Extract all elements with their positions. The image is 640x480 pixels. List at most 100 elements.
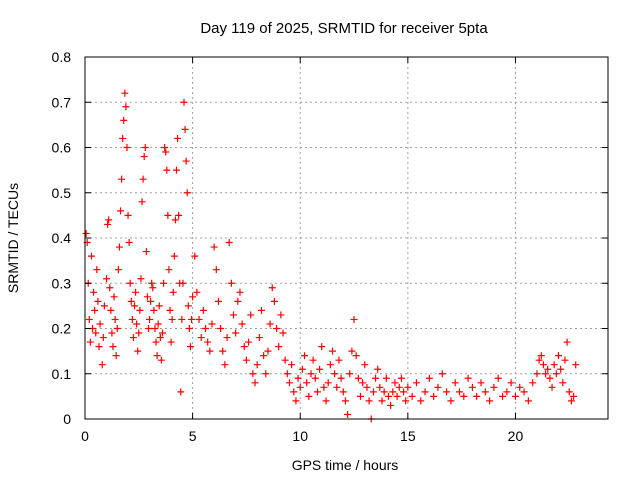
data-point	[164, 211, 172, 219]
data-point	[154, 320, 162, 328]
data-point	[563, 338, 571, 346]
data-point	[341, 397, 349, 405]
data-point	[195, 315, 203, 323]
data-point	[163, 166, 171, 174]
data-point	[494, 374, 502, 382]
data-point	[363, 383, 371, 391]
data-point	[124, 211, 132, 219]
data-point	[546, 374, 554, 382]
data-point	[257, 306, 265, 314]
data-point	[337, 374, 345, 382]
data-point	[121, 89, 129, 97]
data-point	[178, 315, 186, 323]
data-point	[171, 216, 179, 224]
data-point	[193, 288, 201, 296]
data-point	[380, 388, 388, 396]
data-point	[189, 293, 197, 301]
data-point	[391, 379, 399, 387]
data-point	[292, 397, 300, 405]
data-point	[98, 361, 106, 369]
data-point	[170, 252, 178, 260]
data-point	[158, 329, 166, 337]
data-point	[552, 370, 560, 378]
data-point	[148, 279, 156, 287]
data-point	[529, 379, 537, 387]
y-tick-label: 0.4	[52, 230, 72, 246]
data-point	[511, 392, 519, 400]
data-point	[305, 392, 313, 400]
data-point	[298, 365, 306, 373]
data-point	[114, 266, 122, 274]
data-point	[408, 392, 416, 400]
x-tick-label: 15	[400, 428, 416, 444]
data-point	[535, 356, 543, 364]
x-tick-label: 10	[292, 428, 308, 444]
data-point	[185, 325, 193, 332]
data-point	[268, 284, 276, 292]
data-point	[468, 383, 476, 391]
data-point	[311, 374, 319, 382]
data-point	[184, 302, 192, 310]
data-point	[348, 347, 356, 355]
data-point	[169, 288, 177, 296]
data-point	[221, 361, 229, 369]
data-point	[107, 306, 115, 314]
data-point	[382, 374, 390, 382]
data-point	[288, 361, 296, 369]
data-point	[372, 374, 380, 382]
data-point	[346, 370, 354, 378]
data-point	[557, 365, 565, 373]
data-point	[223, 334, 231, 342]
data-point	[281, 356, 289, 364]
data-point	[404, 383, 412, 391]
data-point	[217, 325, 225, 332]
data-point	[219, 347, 227, 355]
data-point	[123, 144, 131, 151]
data-point	[307, 370, 315, 378]
x-axis-label: GPS time / hours	[292, 457, 399, 473]
y-tick-label: 0	[63, 411, 71, 427]
data-point	[135, 329, 143, 337]
data-point	[507, 379, 515, 387]
data-point	[443, 388, 451, 396]
data-point	[421, 388, 429, 396]
data-point	[129, 334, 137, 342]
y-tick-label: 0.6	[52, 140, 72, 156]
data-point	[240, 343, 248, 351]
data-point	[144, 325, 152, 332]
data-point	[110, 293, 118, 301]
data-point	[275, 343, 283, 351]
data-point	[477, 379, 485, 387]
data-point	[251, 379, 259, 387]
data-point	[318, 343, 326, 351]
data-point	[108, 329, 116, 337]
data-point	[356, 392, 364, 400]
data-point	[90, 288, 98, 296]
data-point	[85, 315, 93, 323]
data-point	[460, 392, 468, 400]
data-point	[151, 325, 159, 332]
data-point	[572, 361, 580, 369]
gridlines	[85, 57, 608, 419]
y-axis-label: SRMTID / TECUs	[5, 183, 21, 293]
data-point	[94, 297, 102, 305]
data-point	[359, 379, 367, 387]
data-point	[320, 383, 328, 391]
data-point	[451, 379, 459, 387]
data-point	[400, 388, 408, 396]
data-point	[283, 370, 291, 378]
data-point	[361, 361, 369, 369]
data-point	[434, 383, 442, 391]
y-tick-label: 0.7	[52, 94, 72, 110]
y-tick-label: 0.3	[52, 275, 72, 291]
data-point	[438, 370, 446, 378]
data-point	[266, 320, 274, 328]
data-point	[238, 320, 246, 328]
data-point	[326, 361, 334, 369]
data-point	[126, 279, 134, 287]
data-point	[247, 311, 255, 319]
data-point	[417, 397, 425, 405]
data-point	[197, 334, 205, 342]
data-point	[199, 306, 207, 314]
data-point	[182, 157, 190, 165]
